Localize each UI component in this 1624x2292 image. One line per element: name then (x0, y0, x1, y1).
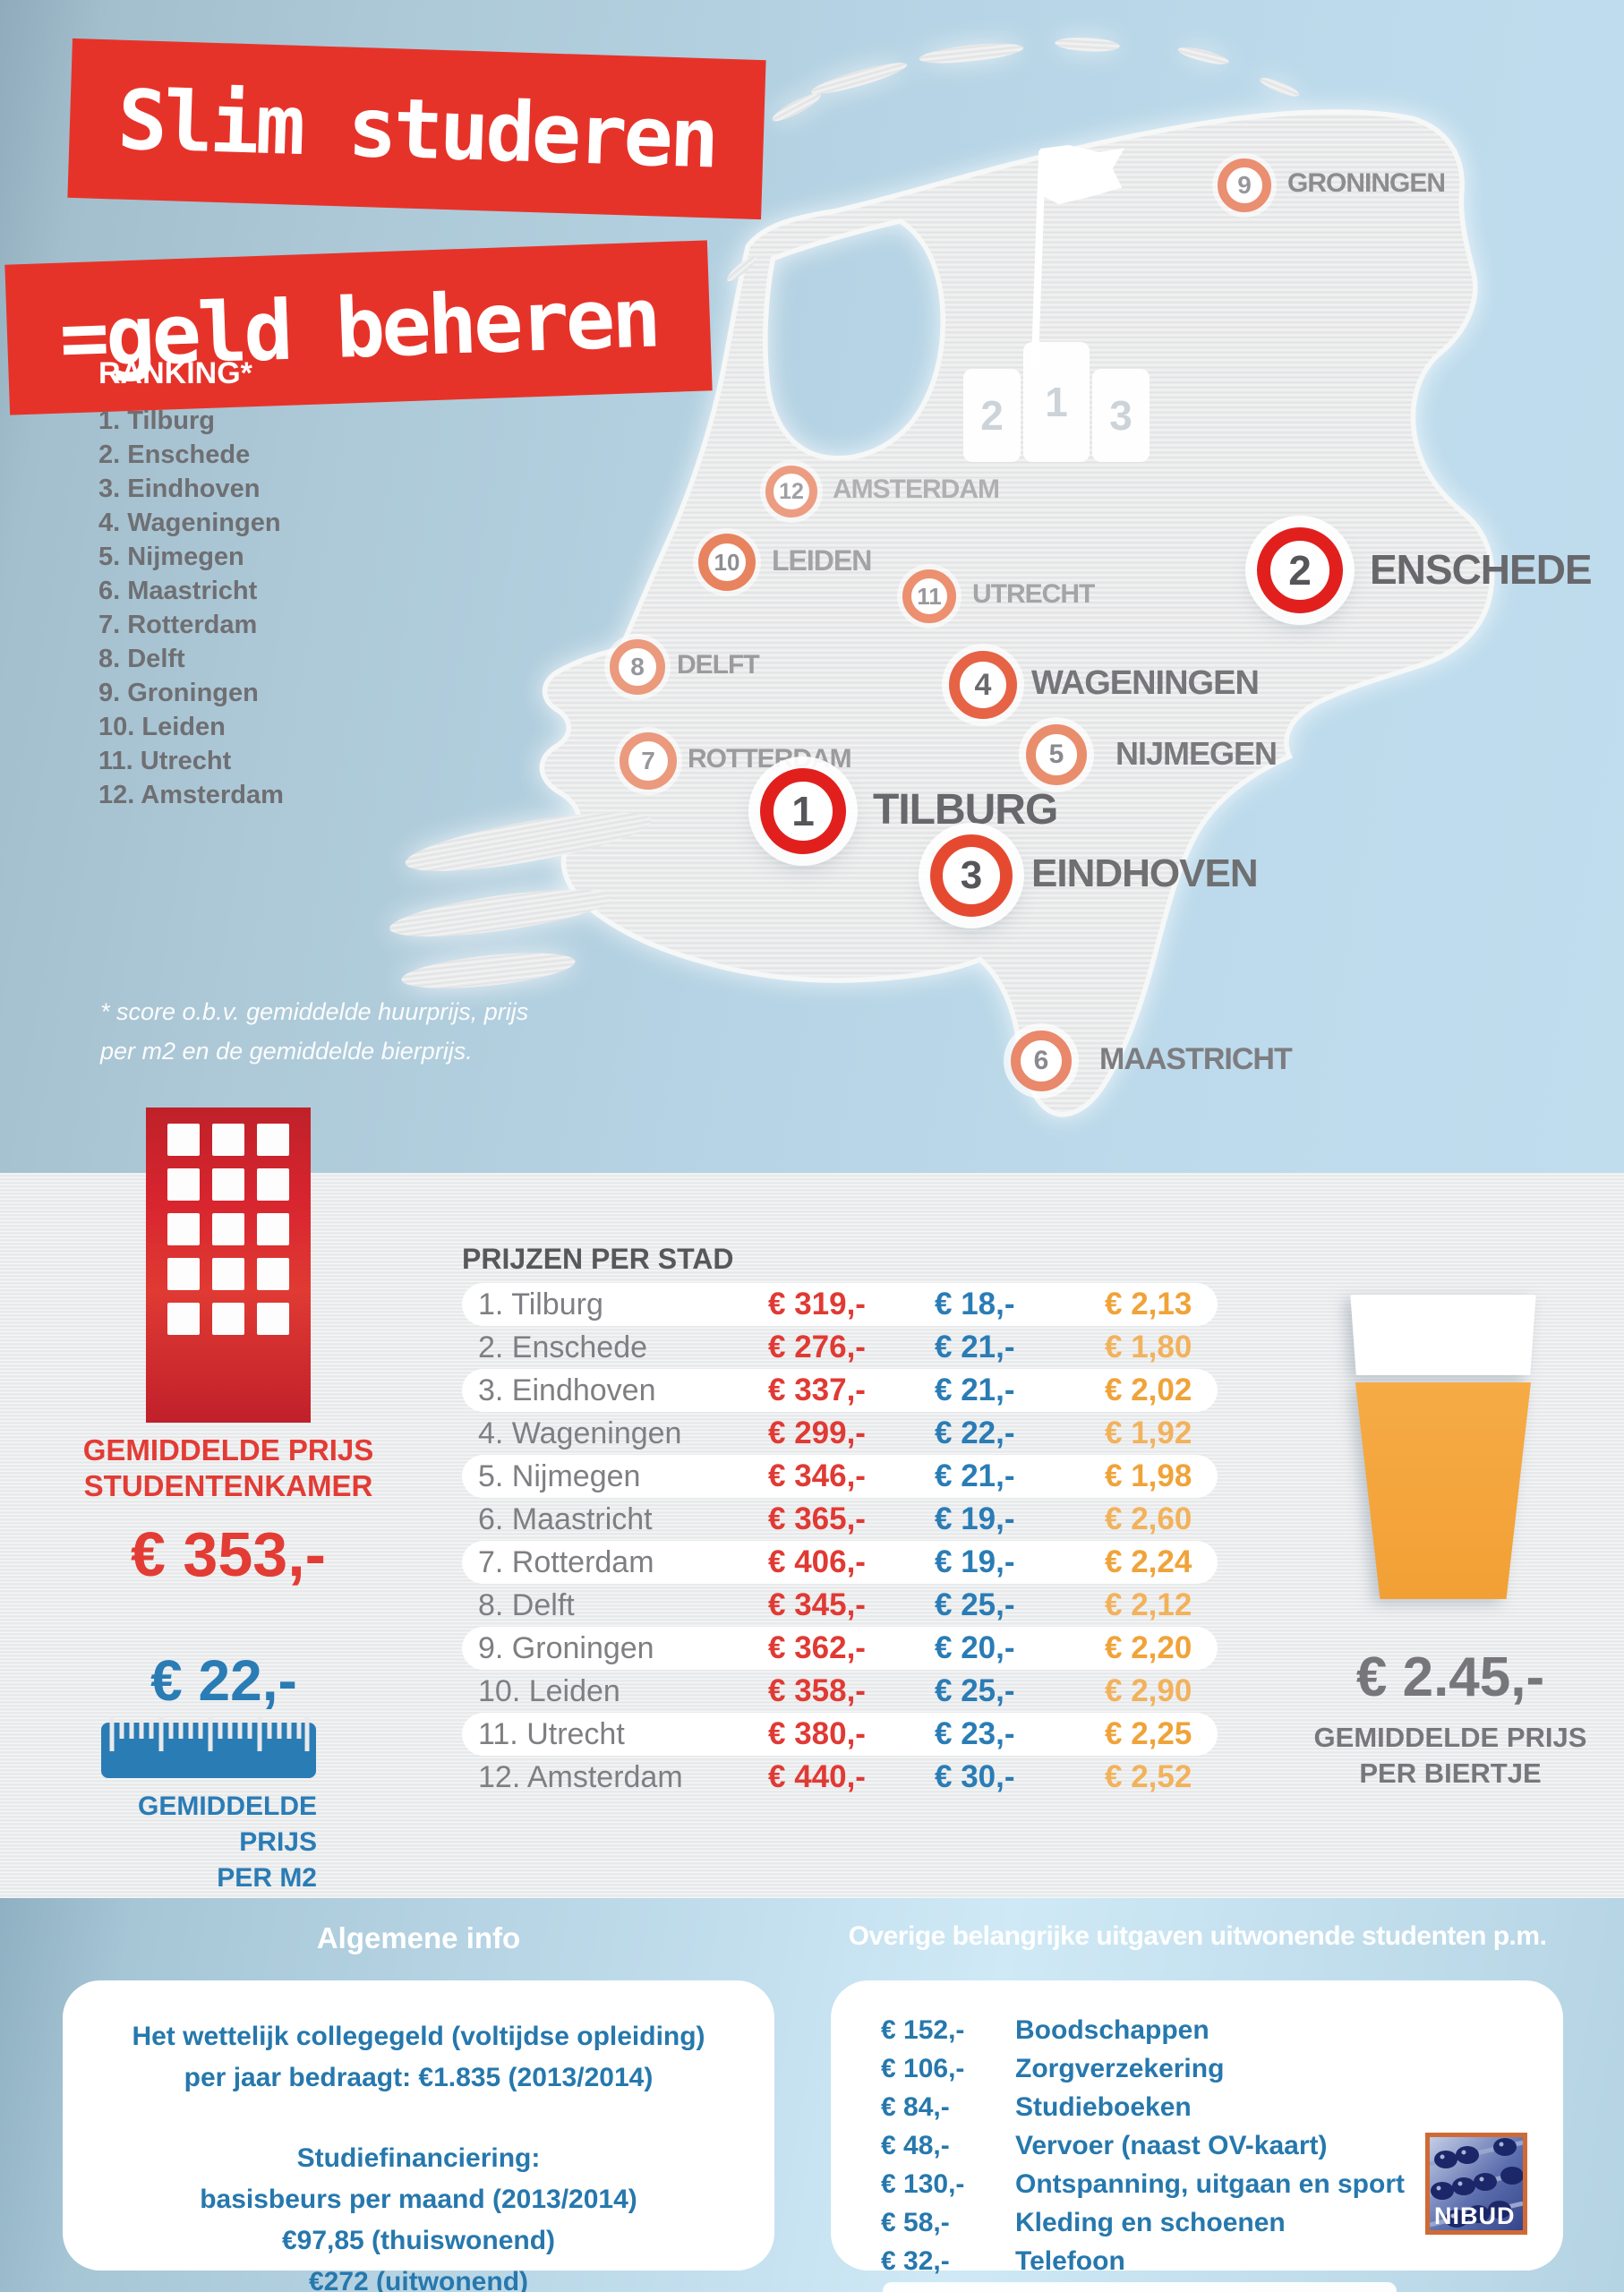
map-marker-groningen: 9 (1218, 158, 1271, 212)
ranking-list: RANKING* 1. Tilburg 2. Enschede 3. Eindh… (98, 356, 284, 812)
score-footnote: * score o.b.v. gemiddelde huurprijs, pri… (100, 998, 529, 1065)
ranking-item: 5. Nijmegen (98, 543, 244, 571)
podium-number-2: 2 (980, 392, 1004, 439)
map-label-nijmegen: NIJMEGEN (1115, 735, 1278, 772)
podium-number-1: 1 (1045, 379, 1068, 425)
beer-glass-icon (1345, 1295, 1542, 1604)
ranking-item: 3. Eindhoven (98, 475, 261, 503)
map-marker-amsterdam: 12 (765, 466, 817, 517)
ranking-item: 4. Wageningen (98, 509, 281, 537)
list-item: € 48,- Vervoer (naast OV-kaart) (881, 2131, 1328, 2160)
map-label-rotterdam: ROTTERDAM (688, 744, 852, 774)
table-row: 1. Tilburg € 319,- € 18,- € 2,13 (462, 1283, 1218, 1326)
map-label-utrecht: UTRECHT (972, 579, 1095, 609)
room-price-block: GEMIDDELDE PRIJS STUDENTENKAMER € 353,- (67, 1432, 389, 1590)
table-row: 4. Wageningen € 299,- € 22,- € 1,92 (478, 1415, 1192, 1450)
map-label-groningen: GRONINGEN (1287, 168, 1446, 198)
zeeland-delta (389, 812, 652, 988)
building-icon (146, 1108, 311, 1423)
ranking-item: 10. Leiden (98, 713, 226, 741)
map-label-delft: DELFT (677, 650, 760, 680)
map-marker-wageningen: 4 (949, 651, 1017, 719)
ranking-item: 9. Groningen (98, 679, 259, 707)
room-price-label: GEMIDDELDE PRIJS STUDENTENKAMER (82, 1433, 374, 1502)
map-label-tilburg: TILBURG (873, 786, 1058, 834)
nibud-label: NIBUD (1434, 2202, 1516, 2229)
ranking-item: 8. Delft (98, 645, 185, 673)
table-row: 6. Maastricht € 365,- € 19,- € 2,60 (478, 1501, 1192, 1536)
ruler-icon (101, 1715, 316, 1778)
table-row: 9. Groningen € 362,- € 20,- € 2,20 (462, 1627, 1218, 1670)
table-row: 7. Rotterdam € 406,- € 19,- € 2,24 (462, 1541, 1218, 1584)
netherlands-map (389, 37, 1495, 1117)
room-price-value: € 353,- (131, 1519, 326, 1589)
table-row: 11. Utrecht € 380,- € 23,- € 2,25 (462, 1713, 1218, 1756)
podium-block-1: 1 (1023, 342, 1090, 462)
flag-icon (1040, 145, 1124, 204)
table-row: 2. Enschede € 276,- € 21,- € 1,80 (478, 1330, 1192, 1364)
ranking-item: 1. Tilburg (98, 406, 215, 435)
list-item: € 84,- Studieboeken (881, 2092, 1192, 2122)
table-row: 12. Amsterdam € 440,- € 30,- € 2,52 (478, 1759, 1192, 1794)
map-marker-enschede: 2 (1257, 527, 1343, 613)
map-label-leiden: LEIDEN (772, 544, 872, 577)
beer-foam (1350, 1295, 1536, 1375)
prices-table: 1. Tilburg € 319,- € 18,- € 2,13 2. Ensched… (462, 1283, 1218, 1799)
map-marker-eindhoven: 3 (930, 834, 1013, 917)
list-item: € 130,- Ontspanning, uitgaan en sport (881, 2169, 1405, 2199)
info-section: Algemene info Overige belangrijke uitgav… (0, 1898, 1624, 2292)
ranking-item: 11. Utrecht (98, 747, 232, 775)
prices-table-heading: PRIJZEN PER STAD (462, 1243, 734, 1275)
ranking-item: 12. Amsterdam (98, 781, 284, 809)
map-label-enschede: ENSCHEDE (1370, 546, 1593, 593)
bottom-card-edge (883, 2282, 1397, 2292)
prices-section: GEMIDDELDE PRIJS STUDENTENKAMER € 353,- … (0, 1108, 1624, 1898)
beer-price-block: € 2.45,- GEMIDDELDE PRIJS PER BIERTJE (1303, 1646, 1598, 1792)
table-row: 8. Delft € 345,- € 25,- € 2,12 (478, 1587, 1192, 1622)
table-row: 3. Eindhoven € 337,- € 21,- € 2,02 (462, 1369, 1218, 1412)
m2-price-label: GEMIDDELDE PRIJS PER M2 (137, 1792, 317, 1893)
ranking-item: 7. Rotterdam (98, 611, 258, 639)
uitgaven-card: € 152,- Boodschappen € 106,- Zorgverzekeri… (831, 1980, 1563, 2276)
uitgaven-list: € 152,- Boodschappen € 106,- Zorgverzekeri… (881, 2011, 1405, 2280)
podium-block-3: 3 (1092, 369, 1150, 462)
m2-price-value: € 22,- (150, 1648, 297, 1713)
algemene-info-card: Het wettelijk collegegeld (voltijdse opl… (63, 1980, 774, 2292)
podium-number-3: 3 (1109, 392, 1133, 439)
algemene-info-heading: Algemene info (316, 1921, 521, 1954)
map-marker-nijmegen: 5 (1026, 724, 1087, 785)
list-item: € 106,- Zorgverzekering (881, 2054, 1225, 2083)
uitgaven-heading: Overige belangrijke uitgaven uitwonende … (848, 1921, 1547, 1951)
map-label-amsterdam: AMSTERDAM (833, 475, 1000, 504)
map-marker-rotterdam: 7 (620, 732, 677, 790)
map-label-eindhoven: EINDHOVEN (1031, 851, 1259, 895)
nibud-logo: NIBUD (1425, 2133, 1527, 2235)
wadden-islands (727, 37, 1300, 282)
table-row: 5. Nijmegen € 346,- € 21,- € 1,98 (462, 1455, 1218, 1498)
list-item: € 152,- Boodschappen (881, 2015, 1209, 2045)
map-marker-utrecht: 11 (902, 569, 956, 623)
beer-body (1355, 1382, 1531, 1599)
ranking-heading: RANKING* (98, 356, 252, 390)
podium-block-2: 2 (963, 369, 1021, 462)
podium-icon: 2 1 3 (963, 145, 1153, 469)
ranking-item: 2. Enschede (98, 440, 251, 469)
map-label-wageningen: WAGENINGEN (1031, 664, 1260, 702)
map-marker-leiden: 10 (698, 534, 756, 591)
beer-price-value: € 2.45,- (1355, 1646, 1545, 1708)
ranking-item: 6. Maastricht (98, 577, 258, 605)
map-section: 2 1 3 1 2 3 4 5 6 7 8 9 10 11 12 TILBURG… (0, 0, 1624, 1173)
table-row: 10. Leiden € 358,- € 25,- € 2,90 (478, 1673, 1192, 1708)
map-marker-delft: 8 (610, 639, 665, 695)
map-marker-tilburg: 1 (760, 768, 846, 854)
title-line-1: Slim studeren (67, 38, 766, 220)
list-item: € 58,- Kleding en schoenen (881, 2208, 1286, 2237)
beer-price-label: GEMIDDELDE PRIJS PER BIERTJE (1313, 1722, 1587, 1789)
list-item: € 32,- Telefoon (881, 2246, 1125, 2276)
map-label-maastricht: MAASTRICHT (1099, 1042, 1293, 1076)
map-marker-maastricht: 6 (1011, 1031, 1072, 1091)
